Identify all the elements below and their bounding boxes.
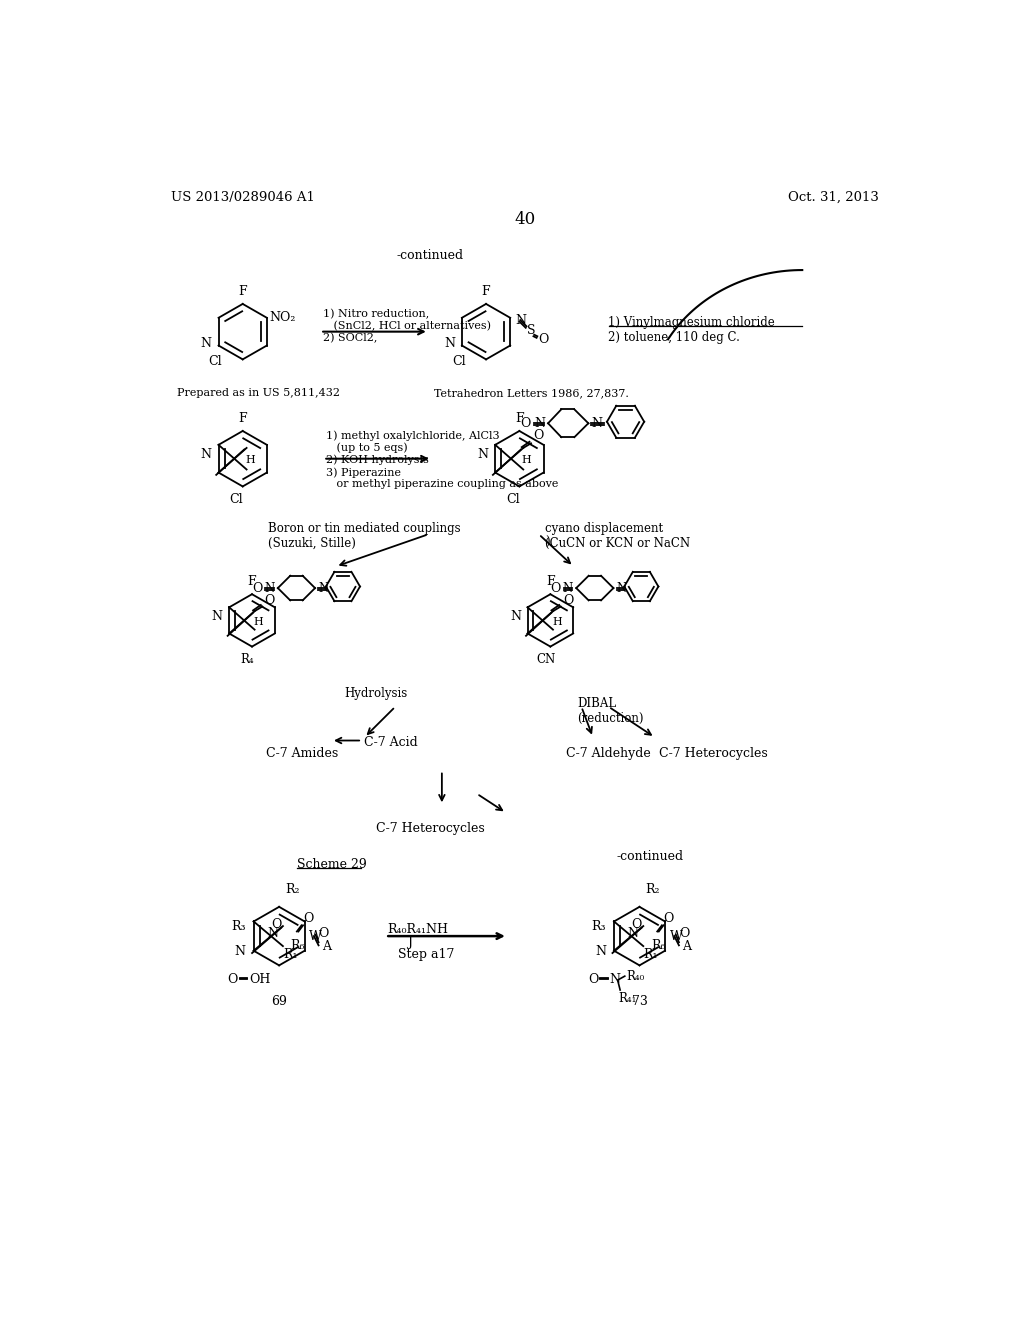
- Text: O: O: [303, 912, 313, 925]
- Text: C-7 Aldehyde: C-7 Aldehyde: [566, 747, 650, 760]
- Text: R₆: R₆: [291, 940, 305, 952]
- Text: US 2013/0289046 A1: US 2013/0289046 A1: [171, 190, 314, 203]
- Text: Prepared as in US 5,811,432: Prepared as in US 5,811,432: [177, 388, 340, 397]
- Text: O: O: [539, 333, 549, 346]
- Text: O: O: [252, 582, 262, 594]
- Text: F: F: [239, 285, 247, 298]
- Text: C-7 Heterocycles: C-7 Heterocycles: [658, 747, 768, 760]
- Text: Cl: Cl: [229, 492, 244, 506]
- Text: R₂: R₂: [646, 883, 660, 896]
- Text: N: N: [444, 338, 455, 351]
- Text: F: F: [546, 576, 555, 589]
- Text: DIBAL
(reduction): DIBAL (reduction): [578, 697, 644, 726]
- Text: N: N: [609, 973, 621, 986]
- Text: N: N: [534, 417, 545, 430]
- Text: R₄: R₄: [241, 653, 254, 665]
- Text: F: F: [515, 412, 523, 425]
- Text: F: F: [248, 576, 256, 589]
- Text: O: O: [563, 594, 573, 607]
- Text: R₄₀: R₄₀: [627, 970, 644, 982]
- Text: N: N: [234, 945, 246, 958]
- Text: 2) toluene, 110 deg C.: 2) toluene, 110 deg C.: [608, 331, 740, 345]
- Text: Step a17: Step a17: [397, 948, 454, 961]
- Text: Cl: Cl: [209, 355, 222, 368]
- Text: O: O: [227, 973, 238, 986]
- Text: A: A: [682, 940, 691, 953]
- Text: N: N: [510, 610, 521, 623]
- Text: J: J: [407, 936, 412, 949]
- Text: O: O: [664, 912, 674, 925]
- Text: N: N: [628, 927, 639, 940]
- Text: cyano displacement
(CuCN or KCN or NaCN: cyano displacement (CuCN or KCN or NaCN: [545, 521, 690, 550]
- Text: 1) methyl oxalylchloride, AlCl3
   (up to 5 eqs)
2) KOH hydrolysis
3) Piperazine: 1) methyl oxalylchloride, AlCl3 (up to 5…: [326, 430, 558, 490]
- Text: 73: 73: [632, 995, 647, 1007]
- Text: C-7 Heterocycles: C-7 Heterocycles: [376, 822, 484, 836]
- Text: -continued: -continued: [396, 249, 464, 263]
- Text: NO₂: NO₂: [269, 312, 296, 325]
- Text: R₄₀R₄₁NH: R₄₀R₄₁NH: [388, 923, 449, 936]
- Text: F: F: [239, 412, 247, 425]
- Text: N: N: [264, 582, 274, 594]
- Text: CN: CN: [537, 653, 555, 665]
- Text: N: N: [563, 582, 573, 594]
- Text: R₆: R₆: [651, 940, 666, 952]
- Text: N: N: [318, 582, 329, 594]
- Text: O: O: [632, 917, 642, 931]
- Text: O: O: [520, 417, 531, 430]
- Text: R₃: R₃: [231, 920, 246, 933]
- Text: 1) Vinylmagnesium chloride: 1) Vinylmagnesium chloride: [608, 317, 775, 329]
- Text: O: O: [550, 582, 561, 594]
- Text: -continued: -continued: [616, 850, 683, 863]
- Text: 69: 69: [271, 995, 287, 1007]
- Text: A: A: [322, 940, 331, 953]
- Text: S: S: [527, 323, 536, 337]
- Text: Oct. 31, 2013: Oct. 31, 2013: [788, 190, 879, 203]
- Text: 40: 40: [514, 211, 536, 228]
- Text: C-7 Amides: C-7 Amides: [266, 747, 338, 760]
- Text: OH: OH: [249, 973, 270, 986]
- Text: ): ): [545, 536, 550, 549]
- Text: O: O: [271, 917, 282, 931]
- Text: N: N: [212, 610, 222, 623]
- Text: Scheme 29: Scheme 29: [297, 858, 367, 871]
- Text: R₁: R₁: [643, 948, 657, 961]
- Text: Boron or tin mediated couplings
(Suzuki, Stille): Boron or tin mediated couplings (Suzuki,…: [267, 521, 460, 550]
- Text: O: O: [318, 927, 329, 940]
- Text: N: N: [592, 417, 602, 430]
- Text: H: H: [245, 455, 255, 465]
- Text: Hydrolysis: Hydrolysis: [344, 688, 408, 701]
- Text: R₂: R₂: [286, 883, 300, 896]
- Text: H: H: [254, 616, 263, 627]
- Text: N: N: [515, 314, 526, 327]
- Text: N: N: [201, 338, 212, 351]
- Text: Cl: Cl: [506, 492, 520, 506]
- Text: N: N: [595, 945, 606, 958]
- Text: R₁: R₁: [283, 948, 297, 961]
- Text: W: W: [309, 929, 323, 942]
- Text: R₄₁: R₄₁: [618, 991, 637, 1005]
- Text: H: H: [552, 616, 562, 627]
- Text: H: H: [521, 455, 531, 465]
- Text: N: N: [616, 582, 627, 594]
- Text: 1) Nitro reduction,
   (SnCl2, HCl or alternatives)
2) SOCl2,: 1) Nitro reduction, (SnCl2, HCl or alter…: [324, 309, 492, 343]
- Text: Tetrahedron Letters 1986, 27,837.: Tetrahedron Letters 1986, 27,837.: [434, 388, 629, 397]
- Text: N: N: [477, 449, 488, 462]
- Text: O: O: [534, 429, 544, 442]
- Text: O: O: [264, 594, 275, 607]
- Text: Cl: Cl: [452, 355, 466, 368]
- Text: W: W: [670, 929, 683, 942]
- Text: R₃: R₃: [592, 920, 606, 933]
- Text: O: O: [679, 927, 689, 940]
- Text: N: N: [267, 927, 279, 940]
- Text: N: N: [201, 449, 212, 462]
- Text: O: O: [588, 973, 598, 986]
- Text: C-7 Acid: C-7 Acid: [365, 737, 418, 748]
- Text: F: F: [481, 285, 490, 298]
